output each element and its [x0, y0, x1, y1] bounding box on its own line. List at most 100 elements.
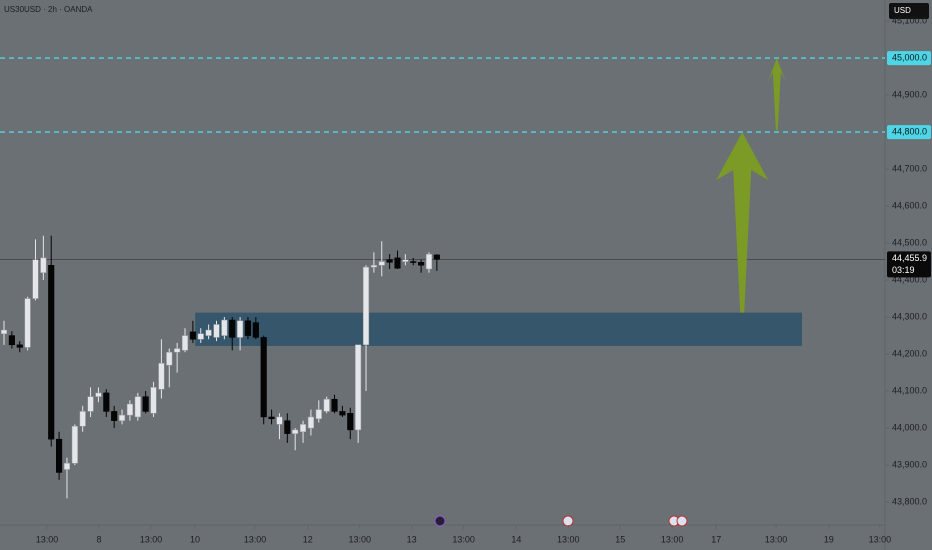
y-tick-label: 43,900.0	[892, 459, 927, 469]
candle-body	[126, 403, 133, 416]
y-tick-label: 43,800.0	[892, 496, 927, 506]
candle-body	[32, 259, 39, 299]
x-tick-label: 10	[190, 534, 200, 544]
candle-body	[95, 392, 102, 397]
x-tick-label: 13:00	[36, 534, 59, 544]
candle-body	[433, 254, 440, 260]
candle-body	[40, 257, 47, 273]
y-tick-label: 44,300.0	[892, 311, 927, 321]
candle-body	[244, 320, 252, 336]
level-label-box	[887, 51, 931, 66]
event-icons	[434, 515, 688, 527]
candle-body	[323, 398, 330, 412]
candle-body	[252, 322, 259, 338]
candle-body	[150, 387, 157, 414]
plot-area	[0, 57, 885, 499]
x-tick-label: 17	[711, 534, 721, 544]
y-tick-label: 44,100.0	[892, 385, 927, 395]
x-tick-label: 15	[615, 534, 625, 544]
price-label-box	[887, 251, 931, 278]
candle-body	[425, 253, 433, 270]
candle-body	[307, 416, 314, 429]
candle-body	[8, 335, 15, 346]
candle-body	[292, 429, 299, 434]
event-icon	[562, 515, 574, 527]
candle-body	[181, 335, 189, 351]
candle-body	[237, 320, 244, 338]
x-tick-label: 13:00	[348, 534, 371, 544]
x-tick-label: 13:00	[452, 534, 475, 544]
y-tick-label: 44,700.0	[892, 163, 927, 173]
candle-body	[71, 425, 78, 464]
y-tick-label: 44,400.0	[892, 274, 927, 284]
candle-body	[189, 331, 196, 340]
y-tick-label: 44,000.0	[892, 422, 927, 432]
candle-body	[347, 413, 354, 431]
arrow	[767, 58, 786, 131]
y-tick-label: 44,500.0	[892, 237, 927, 247]
price-label: 44,455.9	[892, 253, 927, 263]
event-icon	[676, 515, 688, 527]
candle-body	[103, 392, 110, 412]
candle-body	[24, 298, 31, 348]
candle-body	[166, 351, 173, 366]
candle-body	[111, 411, 118, 421]
candle-body	[331, 398, 338, 412]
candle-body	[378, 261, 385, 266]
chart-title: US30USD · 2h · OANDA	[4, 5, 93, 14]
x-tick-label: 13:00	[765, 534, 788, 544]
candle-body	[362, 266, 370, 346]
candle-body	[119, 414, 126, 421]
candle-body	[221, 319, 228, 336]
x-tick-label: 13:00	[140, 534, 163, 544]
candle-body	[355, 344, 362, 431]
candle-body	[87, 396, 94, 412]
x-tick-label: 12	[303, 534, 313, 544]
event-icon	[434, 515, 446, 527]
candle-body	[205, 329, 212, 336]
candle-body	[56, 438, 63, 473]
countdown: 03:19	[892, 265, 915, 275]
candle-body	[16, 344, 23, 348]
candle-body	[418, 262, 425, 266]
candle-body	[284, 420, 291, 434]
candle-body	[48, 265, 55, 440]
candle-body	[394, 257, 401, 269]
candle-body	[213, 324, 220, 338]
candle-body	[268, 416, 275, 420]
candle-body	[229, 319, 236, 338]
candle-body	[386, 259, 393, 263]
y-tick-label: 44,600.0	[892, 200, 927, 210]
candle-body	[315, 409, 322, 420]
candle-body	[370, 265, 377, 268]
candle-body	[410, 261, 417, 263]
candle-body	[142, 396, 149, 412]
candle-body	[339, 411, 346, 416]
x-tick-label: 19	[824, 534, 834, 544]
level-label: 44,800.0	[892, 126, 927, 136]
candle-body	[134, 396, 141, 418]
level-label-box	[887, 125, 931, 140]
currency: USD	[894, 6, 911, 15]
candle-body	[174, 348, 181, 353]
candle-body	[276, 416, 283, 425]
x-tick-label: 8	[96, 534, 101, 544]
x-tick-label: 13:00	[869, 534, 892, 544]
candle-body	[79, 411, 86, 427]
zone	[195, 312, 803, 346]
candle-body	[197, 333, 204, 340]
currency-box	[889, 3, 929, 19]
candle-body	[402, 259, 409, 262]
x-tick-label: 14	[511, 534, 521, 544]
x-tick-label: 13:00	[244, 534, 267, 544]
x-tick-label: 13	[407, 534, 417, 544]
candle-body	[260, 337, 267, 418]
y-tick-label: 44,200.0	[892, 348, 927, 358]
x-tick-label: 13:00	[557, 534, 580, 544]
y-tick-label: 45,100.0	[892, 15, 927, 25]
candle-body	[0, 329, 8, 334]
candle-body	[158, 363, 165, 390]
candle-body	[300, 424, 307, 433]
